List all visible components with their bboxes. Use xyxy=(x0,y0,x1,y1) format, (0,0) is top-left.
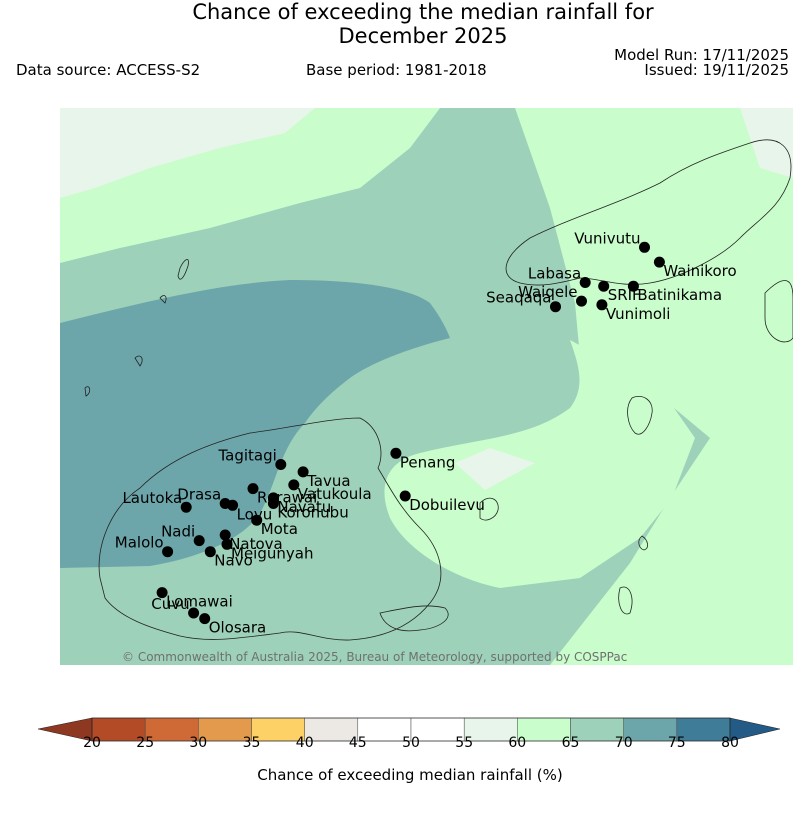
data-source: Data source: ACCESS-S2 xyxy=(16,61,201,79)
colorbar-label: Chance of exceeding median rainfall (%) xyxy=(257,766,563,784)
station-label-cuvu: Cuvu xyxy=(151,595,189,613)
station-marker-natova xyxy=(219,529,231,541)
base-period: Base period: 1981-2018 xyxy=(306,61,487,79)
colorbar-tick-35: 35 xyxy=(243,735,261,748)
title-line-2: December 2025 xyxy=(338,24,508,48)
station-marker-lovu xyxy=(227,499,239,511)
colorbar-tick-40: 40 xyxy=(296,735,314,748)
station-markers: VunivutuWainikoroLabasaSRIFBatinikamaWai… xyxy=(115,229,737,636)
colorbar-tick-50: 50 xyxy=(402,735,420,748)
title-line-1: Chance of exceeding the median rainfall … xyxy=(192,0,654,24)
station-marker-penang xyxy=(390,447,402,459)
station-label-malolo: Malolo xyxy=(115,534,164,552)
station-marker-seaqaqa xyxy=(550,301,561,313)
station-marker-wainikoro xyxy=(653,256,665,268)
band-70-75-west xyxy=(60,280,450,568)
band-55-60-northwest xyxy=(60,108,315,198)
colorbar-tick-60: 60 xyxy=(508,735,526,748)
station-label-nadi: Nadi xyxy=(161,523,195,541)
station-label-waiqele: Waiqele xyxy=(518,283,577,301)
station-marker-labasa xyxy=(579,277,591,288)
station-label-vunimoli: Vunimoli xyxy=(606,305,671,323)
yasawa-islands xyxy=(84,259,189,397)
station-marker-dobuilevu xyxy=(399,490,411,502)
station-label-tavua: Tavua xyxy=(306,472,350,490)
station-marker-koronubu xyxy=(267,498,279,509)
station-label-dobuilevu: Dobuilevu xyxy=(409,496,485,514)
colorbar-bins xyxy=(91,717,731,742)
station-marker-navo xyxy=(204,546,216,558)
station-label-lautoka: Lautoka xyxy=(122,489,182,507)
station-marker-tagitagi xyxy=(275,459,287,470)
band-55-60-east-patch xyxy=(455,448,535,490)
station-marker-vunivutu xyxy=(639,241,650,253)
station-marker-nadi xyxy=(193,535,205,547)
colorbar: 20 25 30 35 40 45 50 55 60 65 70 75 80 xyxy=(38,717,781,748)
station-marker-meigunyah xyxy=(221,538,233,550)
station-marker-olosara xyxy=(199,613,211,625)
station-marker-lautoka xyxy=(180,501,192,513)
taveuni-coast xyxy=(764,280,793,343)
colorbar-tick-70: 70 xyxy=(615,735,633,748)
map-title: Chance of exceeding the median rainfall … xyxy=(0,0,804,48)
band-60-65-east xyxy=(384,340,695,588)
station-marker-tavua xyxy=(297,466,309,478)
station-label-navo: Navo xyxy=(214,552,252,570)
colorbar-tick-20: 20 xyxy=(83,735,101,748)
lau-island-2 xyxy=(479,497,499,521)
model-run: Model Run: 17/11/2025 xyxy=(614,46,789,64)
station-label-tagitagi: Tagitagi xyxy=(217,447,276,465)
station-marker-mota xyxy=(251,514,263,526)
band-55-60-northeast xyxy=(740,108,793,178)
station-marker-vatukoula xyxy=(288,479,300,491)
vanua-levu-coast xyxy=(505,139,792,286)
kadavu-coast xyxy=(379,605,449,632)
station-label-vatukoula: Vatukoula xyxy=(298,485,372,503)
station-marker-srif xyxy=(598,280,610,292)
colorbar-tick-80: 80 xyxy=(721,735,739,748)
copyright-notice: © Commonwealth of Australia 2025, Bureau… xyxy=(122,650,627,664)
station-label-penang: Penang xyxy=(400,453,455,471)
station-label-natova: Natova xyxy=(229,535,283,553)
station-marker-batinikama xyxy=(627,280,639,292)
station-label-lomawai: Lomawai xyxy=(166,593,233,611)
station-label-lovu: Lovu xyxy=(237,505,273,523)
station-label-labasa: Labasa xyxy=(528,265,581,283)
station-label-seaqaqa: Seaqaqa xyxy=(486,289,551,307)
rainfall-map: VunivutuWainikoroLabasaSRIFBatinikamaWai… xyxy=(60,108,793,665)
colorbar-tick-25: 25 xyxy=(136,735,154,748)
station-marker-vunimoli xyxy=(596,299,608,311)
station-label-vunivutu: Vunivutu xyxy=(574,229,640,247)
station-label-olosara: Olosara xyxy=(209,619,267,637)
station-marker-lomawai xyxy=(156,587,168,599)
coastlines xyxy=(84,139,793,641)
issued-date: Issued: 19/11/2025 xyxy=(644,61,789,79)
colorbar-ticks: 20 25 30 35 40 45 50 55 60 65 70 75 80 xyxy=(83,735,739,748)
lau-island-4 xyxy=(618,586,633,615)
viti-levu-coast xyxy=(98,417,442,641)
lau-island-1 xyxy=(627,396,653,435)
station-label-drasa: Drasa xyxy=(177,486,221,504)
station-label-meigunyah: Meigunyah xyxy=(231,544,313,562)
station-label-wainikoro: Wainikoro xyxy=(663,262,736,280)
station-label-navatu: Navatu xyxy=(277,498,331,516)
station-marker-malolo xyxy=(162,546,174,558)
station-label-mota: Mota xyxy=(261,520,298,538)
colorbar-tick-30: 30 xyxy=(189,735,207,748)
station-label-batinikama: Batinikama xyxy=(637,286,722,304)
colorbar-tick-45: 45 xyxy=(349,735,367,748)
colorbar-tick-65: 65 xyxy=(562,735,580,748)
station-marker-rarawai xyxy=(247,483,259,495)
station-marker-cuvu xyxy=(188,607,200,619)
colorbar-tick-55: 55 xyxy=(455,735,473,748)
colorbar-tick-75: 75 xyxy=(668,735,686,748)
station-marker-waiqele xyxy=(576,295,587,307)
lau-island-3 xyxy=(638,535,648,551)
station-label-koronubu: Koronubu xyxy=(277,504,348,522)
colorbar-outline xyxy=(91,717,731,742)
